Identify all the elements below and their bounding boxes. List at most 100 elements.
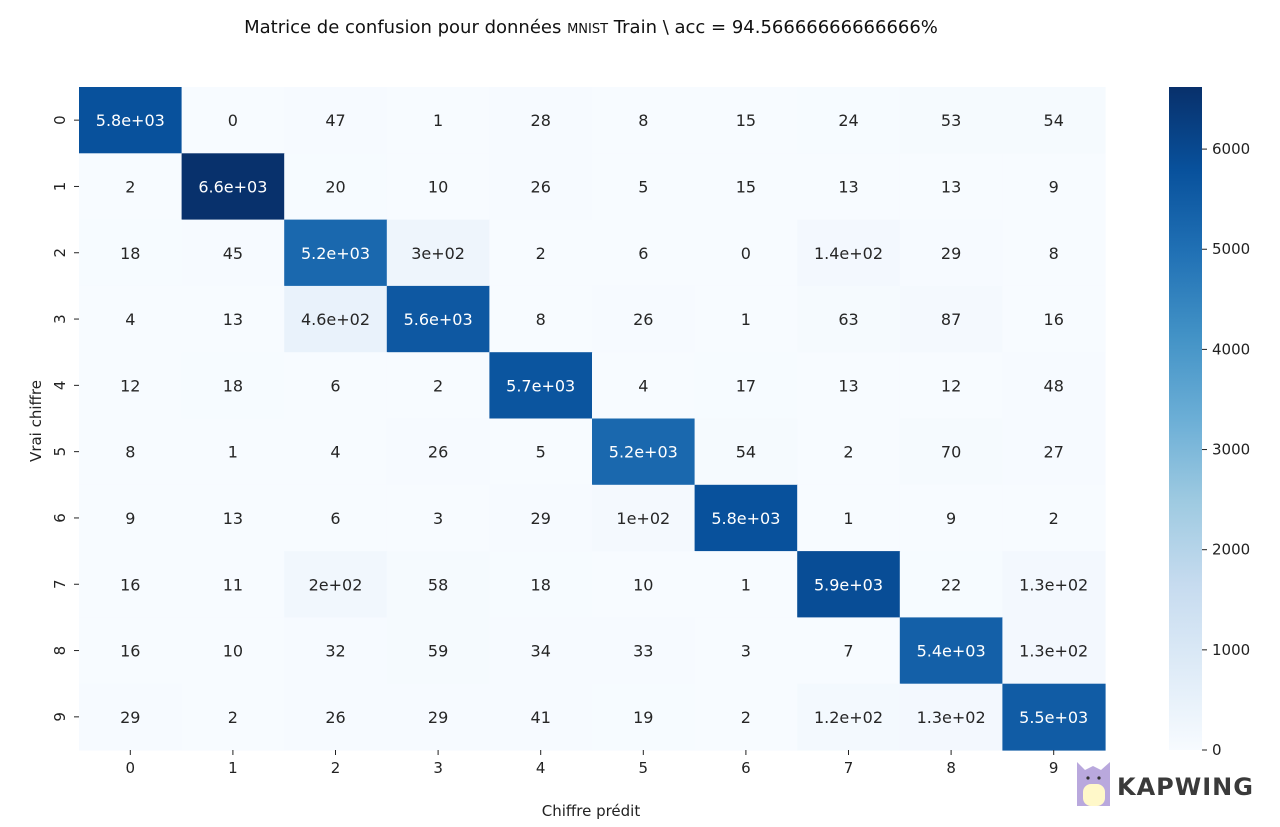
cell-label: 2 xyxy=(536,244,546,263)
heatmap-cell xyxy=(694,285,798,353)
heatmap-cell xyxy=(181,484,285,552)
heatmap-cell xyxy=(592,285,696,353)
heatmap-cell xyxy=(694,352,798,420)
cell-label: 32 xyxy=(325,642,345,661)
x-axis-title: Chiffre prédit xyxy=(542,802,641,820)
cell-label: 9 xyxy=(125,509,135,528)
y-tick-label: 4 xyxy=(51,381,69,391)
y-tick-label: 1 xyxy=(51,182,69,192)
cell-label: 8 xyxy=(536,310,546,329)
y-tick-label: 2 xyxy=(51,248,69,258)
heatmap-cell xyxy=(797,484,901,552)
heatmap-cell xyxy=(1002,617,1106,685)
heatmap-cell xyxy=(79,683,183,751)
cell-label: 13 xyxy=(941,177,961,196)
cell-label: 12 xyxy=(941,376,961,395)
cell-label: 10 xyxy=(428,177,448,196)
cell-label: 4 xyxy=(125,310,135,329)
cell-label: 5.8e+03 xyxy=(711,509,780,528)
cell-label: 24 xyxy=(838,111,858,130)
cell-label: 1e+02 xyxy=(616,509,670,528)
heatmap-cell xyxy=(79,153,183,221)
cell-label: 87 xyxy=(941,310,961,329)
cell-label: 1.3e+02 xyxy=(1019,642,1088,661)
heatmap-cell xyxy=(181,683,285,751)
heatmap-cell xyxy=(694,418,798,486)
cell-label: 2 xyxy=(433,376,443,395)
cell-label: 29 xyxy=(941,244,961,263)
cell-label: 1 xyxy=(741,310,751,329)
heatmap-cell xyxy=(899,219,1003,287)
heatmap-cell xyxy=(489,219,593,287)
heatmap-cell xyxy=(694,484,798,552)
y-tick-label: 5 xyxy=(51,447,69,457)
cell-label: 5.2e+03 xyxy=(609,443,678,462)
colorbar-tick-label: 5000 xyxy=(1212,240,1250,258)
cell-label: 6.6e+03 xyxy=(198,177,267,196)
cell-label: 13 xyxy=(223,509,243,528)
heatmap-cell xyxy=(1002,153,1106,221)
cell-label: 29 xyxy=(428,708,448,727)
heatmap-cell xyxy=(181,418,285,486)
cell-label: 5 xyxy=(536,443,546,462)
heatmap-cell xyxy=(79,285,183,353)
heatmap-cell xyxy=(899,484,1003,552)
cell-label: 1 xyxy=(741,575,751,594)
colorbar-tick-label: 4000 xyxy=(1212,340,1250,358)
heatmap-cell xyxy=(284,352,388,420)
cell-label: 5.7e+03 xyxy=(506,376,575,395)
x-tick-label: 3 xyxy=(433,759,443,777)
cell-label: 7 xyxy=(843,642,853,661)
cell-label: 33 xyxy=(633,642,653,661)
heatmap-cell xyxy=(899,285,1003,353)
heatmap-cell xyxy=(489,617,593,685)
cell-label: 29 xyxy=(120,708,140,727)
heatmap-cell xyxy=(79,551,183,618)
x-tick-label: 6 xyxy=(741,759,751,777)
cell-label: 5.8e+03 xyxy=(96,111,165,130)
cell-label: 6 xyxy=(330,376,340,395)
cell-label: 45 xyxy=(223,244,243,263)
cell-label: 58 xyxy=(428,575,448,594)
cell-label: 26 xyxy=(633,310,653,329)
cell-label: 11 xyxy=(223,575,243,594)
cell-label: 54 xyxy=(736,443,756,462)
cell-label: 2 xyxy=(1049,509,1059,528)
heatmap-cell xyxy=(592,418,696,486)
heatmap-cell xyxy=(284,683,388,751)
cell-label: 3 xyxy=(433,509,443,528)
heatmap-cell xyxy=(1002,484,1106,552)
heatmap-cell xyxy=(489,352,593,420)
heatmap-cell xyxy=(79,219,183,287)
y-tick-label: 9 xyxy=(51,712,69,722)
cell-label: 54 xyxy=(1044,111,1064,130)
cell-label: 53 xyxy=(941,111,961,130)
y-tick-label: 8 xyxy=(51,646,69,656)
cell-label: 48 xyxy=(1044,376,1064,395)
heatmap-cell xyxy=(386,285,490,353)
cell-label: 10 xyxy=(633,575,653,594)
cell-label: 18 xyxy=(223,376,243,395)
cell-label: 15 xyxy=(736,177,756,196)
cell-label: 4 xyxy=(330,443,340,462)
kapwing-watermark: KAPWING xyxy=(1077,762,1253,806)
colorbar xyxy=(1169,87,1202,750)
x-axis-ticks: 0 1 2 3 4 5 6 7 8 9 xyxy=(126,750,1058,777)
cell-label: 0 xyxy=(741,244,751,263)
heatmap-cell xyxy=(592,617,696,685)
x-tick-label: 2 xyxy=(331,759,341,777)
cell-label: 1 xyxy=(228,443,238,462)
cell-label: 17 xyxy=(736,376,756,395)
cell-label: 3 xyxy=(741,642,751,661)
cell-label: 29 xyxy=(531,509,551,528)
heatmap-cell xyxy=(694,551,798,618)
heatmap-cell xyxy=(899,153,1003,221)
heatmap-cell xyxy=(386,219,490,287)
heatmap-cells: 5.8e+03 0 47 1 28 8 15 24 53 542 6.6e+03 20 10 26 5 15 1… xyxy=(79,87,1106,751)
cell-label: 16 xyxy=(120,575,140,594)
cell-label: 8 xyxy=(1049,244,1059,263)
cell-label: 18 xyxy=(120,244,140,263)
heatmap-cell xyxy=(386,153,490,221)
cell-label: 10 xyxy=(223,642,243,661)
heatmap-cell xyxy=(284,484,388,552)
